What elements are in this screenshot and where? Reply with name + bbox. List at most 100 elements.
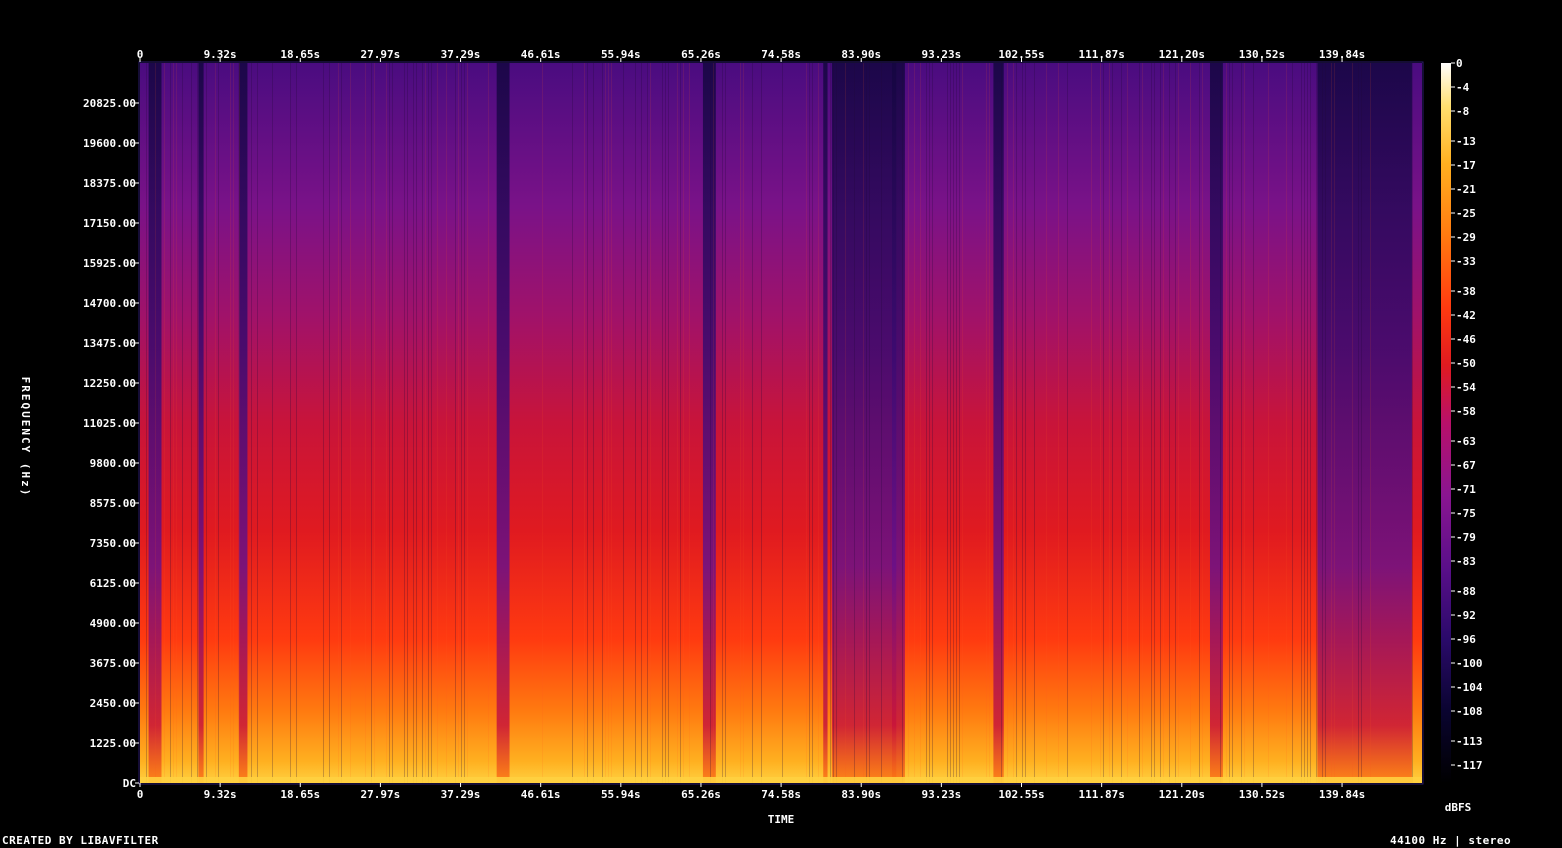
texture-stripe — [233, 63, 234, 783]
x-axis-top: 0 9.32s 18.65s 27.97s 37.29s 46.61s 55.94s 65.2… — [137, 48, 1365, 62]
texture-stripe — [677, 63, 678, 783]
quiet-segment — [891, 63, 905, 783]
texture-stripes — [140, 63, 1422, 783]
colorbar-tick-label: -108 — [1456, 705, 1483, 718]
texture-stripe — [1352, 63, 1353, 783]
colorbar-tick-label: -38 — [1456, 285, 1476, 298]
quiet-segment — [831, 63, 897, 783]
y-tick-label: 9800.00 — [90, 457, 136, 470]
quiet-segment — [238, 63, 248, 783]
texture-stripe — [329, 63, 330, 783]
colorbar-tick-label: -58 — [1456, 405, 1476, 418]
texture-stripe — [1301, 63, 1302, 783]
texture-stripe — [1244, 63, 1245, 783]
y-tick-label: 11025.00 — [83, 417, 136, 430]
texture-stripe — [1412, 63, 1413, 783]
texture-stripe — [1178, 63, 1179, 783]
texture-stripe — [650, 63, 651, 783]
texture-stripe — [1034, 63, 1035, 783]
colorbar-tick-label: -113 — [1456, 735, 1483, 748]
texture-stripe — [641, 63, 642, 783]
texture-stripe — [1358, 63, 1359, 783]
texture-stripe — [155, 63, 156, 783]
x-tick-label: 139.84s — [1319, 788, 1365, 801]
y-tick-label: 19600.00 — [83, 137, 136, 150]
colorbar-tick-label: -50 — [1456, 357, 1476, 370]
texture-stripe — [683, 63, 684, 783]
texture-stripe — [587, 63, 588, 783]
texture-stripe — [605, 63, 606, 783]
texture-stripe — [602, 63, 603, 783]
texture-stripe — [1226, 63, 1227, 783]
colorbar-tick-label: -67 — [1456, 459, 1476, 472]
texture-stripe — [251, 63, 252, 783]
texture-stripe — [572, 63, 573, 783]
texture-stripe — [1142, 63, 1143, 783]
y-tick-label: 18375.00 — [83, 177, 136, 190]
x-tick-label: 130.52s — [1239, 788, 1285, 801]
colorbar-tick-label: -42 — [1456, 309, 1476, 322]
texture-stripe — [428, 63, 429, 783]
colorbar-tick-label: -25 — [1456, 207, 1476, 220]
texture-stripe — [1232, 63, 1233, 783]
x-axis-bottom: 0 9.32s 18.65s 27.97s 37.29s 46.61s 55.94s 65.2… — [137, 783, 1365, 801]
texture-stripe — [1253, 63, 1254, 783]
texture-stripe — [191, 63, 192, 783]
texture-stripe — [437, 63, 438, 783]
texture-stripe — [1091, 63, 1092, 783]
x-tick-label: 74.58s — [761, 788, 801, 801]
texture-stripe — [929, 63, 930, 783]
spectrogram-area — [140, 63, 1422, 783]
texture-stripe — [1103, 63, 1104, 783]
x-tick-label: 121.20s — [1159, 48, 1205, 61]
quiet-segment — [823, 63, 828, 783]
x-tick-label: 55.94s — [601, 788, 641, 801]
texture-stripe — [1046, 63, 1047, 783]
texture-stripe — [1268, 63, 1269, 783]
quiet-segment — [702, 63, 716, 783]
texture-stripe — [986, 63, 987, 783]
texture-stripe — [488, 63, 489, 783]
y-axis-title: FREQUENCY (Hz) — [19, 377, 32, 498]
texture-stripe — [950, 63, 951, 783]
colorbar-tick-label: -17 — [1456, 159, 1476, 172]
texture-stripe — [1160, 63, 1161, 783]
texture-stripe — [1067, 63, 1068, 783]
x-tick-label: 27.97s — [361, 788, 401, 801]
texture-stripe — [164, 63, 165, 783]
colorbar-tick-label: -92 — [1456, 609, 1476, 622]
texture-stripe — [1109, 63, 1110, 783]
texture-stripe — [959, 63, 960, 783]
x-tick-label: 139.84s — [1319, 48, 1365, 61]
texture-stripe — [1202, 63, 1203, 783]
texture-stripe — [584, 63, 585, 783]
texture-stripe — [230, 63, 231, 783]
y-tick-label: 15925.00 — [83, 257, 136, 270]
texture-stripe — [833, 63, 834, 783]
colorbar-tick-label: -79 — [1456, 531, 1476, 544]
texture-stripe — [689, 63, 690, 783]
x-tick-label: 27.97s — [361, 48, 401, 61]
texture-stripe — [1307, 63, 1308, 783]
texture-stripe — [1304, 63, 1305, 783]
colorbar-tick-label: -104 — [1456, 681, 1483, 694]
texture-stripe — [608, 63, 609, 783]
texture-stripe — [170, 63, 171, 783]
texture-stripe — [290, 63, 291, 783]
texture-stripe — [1292, 63, 1293, 783]
texture-stripe — [257, 63, 258, 783]
texture-stripe — [881, 63, 882, 783]
texture-stripe — [239, 63, 240, 783]
x-tick-label: 74.58s — [761, 48, 801, 61]
texture-stripe — [866, 63, 867, 783]
x-tick-label: 111.87s — [1078, 788, 1124, 801]
x-tick-label: 0 — [137, 788, 144, 801]
texture-stripe — [542, 63, 543, 783]
texture-stripe — [1022, 63, 1023, 783]
texture-stripe — [272, 63, 273, 783]
x-tick-label: 93.23s — [921, 788, 961, 801]
colorbar-tick-label: -13 — [1456, 135, 1476, 148]
texture-stripe — [431, 63, 432, 783]
texture-stripe — [926, 63, 927, 783]
